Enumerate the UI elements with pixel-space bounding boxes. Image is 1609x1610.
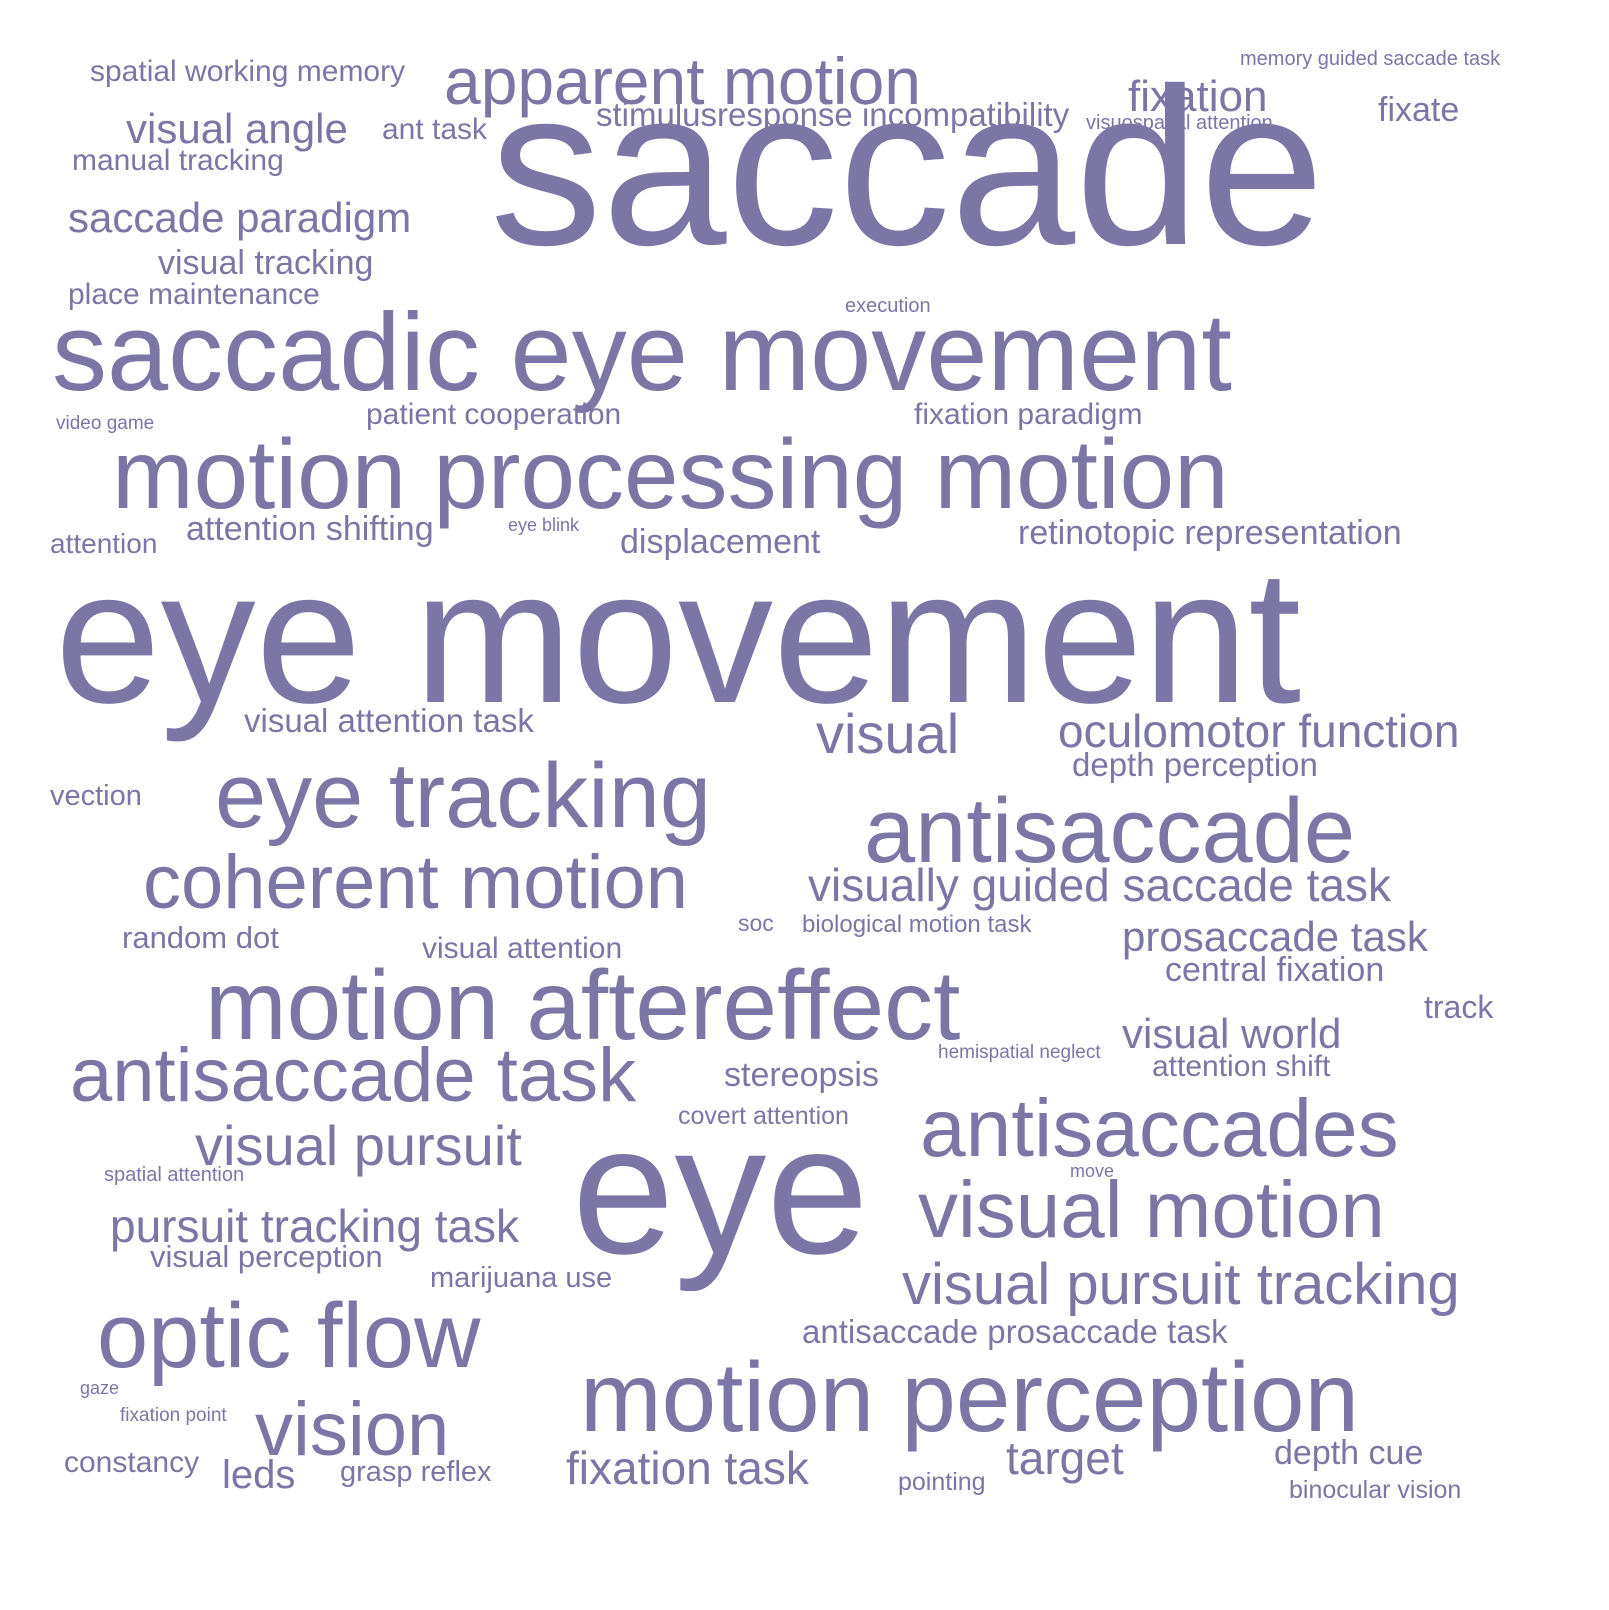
word-visuospatial-attention: visuospatial attention: [1086, 112, 1273, 134]
word-visual: visual: [816, 702, 960, 765]
word-ant-task: ant task: [382, 113, 488, 146]
word-patient-cooperation: patient cooperation: [366, 398, 622, 431]
word-covert-attention: covert attention: [678, 1102, 849, 1130]
word-spatial-working-memory: spatial working memory: [90, 55, 406, 88]
word-eye: eye: [572, 1086, 869, 1292]
word-antisaccade-prosaccade-task: antisaccade prosaccade task: [802, 1313, 1228, 1350]
word-visual-angle: visual angle: [126, 105, 348, 152]
word-fixate: fixate: [1378, 91, 1460, 129]
word-antisaccade-task: antisaccade task: [70, 1033, 637, 1118]
word-depth-perception: depth perception: [1072, 746, 1318, 783]
word-attention-shifting: attention shifting: [186, 510, 434, 548]
word-fixation-paradigm: fixation paradigm: [914, 398, 1143, 431]
word-hemispatial-neglect: hemispatial neglect: [938, 1042, 1101, 1063]
word-retinotopic-representation: retinotopic representation: [1018, 514, 1402, 552]
word-eye-blink: eye blink: [508, 515, 580, 535]
word-central-fixation: central fixation: [1165, 951, 1385, 989]
word-attention: attention: [50, 528, 158, 559]
word-video-game: video game: [56, 413, 155, 434]
word-random-dot: random dot: [122, 920, 279, 955]
word-soc: soc: [738, 910, 774, 936]
word-pursuit-tracking-task: pursuit tracking task: [110, 1200, 520, 1252]
word-biological-motion-task: biological motion task: [802, 911, 1032, 938]
word-visual-perception: visual perception: [150, 1239, 383, 1274]
word-visual-pursuit: visual pursuit: [195, 1114, 522, 1177]
word-stimulusresponse-incompatibility: stimulusresponse incompatibility: [596, 96, 1070, 133]
word-visual-attention-task: visual attention task: [244, 702, 534, 739]
word-apparent-motion: apparent motion: [444, 44, 921, 118]
word-visual-pursuit-tracking: visual pursuit tracking: [902, 1252, 1460, 1317]
word-marijuana-use: marijuana use: [430, 1262, 613, 1294]
word-spatial-attention: spatial attention: [104, 1164, 245, 1186]
word-motion-aftereffect: motion aftereffect: [205, 950, 961, 1060]
word-motion-perception: motion perception: [580, 1342, 1360, 1452]
word-antisaccade: antisaccade: [864, 780, 1355, 882]
word-prosaccade-task: prosaccade task: [1122, 913, 1428, 960]
word-optic-flow: optic flow: [97, 1285, 481, 1387]
word-vision: vision: [255, 1387, 450, 1472]
word-visual-motion: visual motion: [918, 1165, 1385, 1254]
word-oculomotor-function: oculomotor function: [1058, 705, 1460, 757]
word-eye-movement: eye movement: [55, 531, 1302, 743]
word-visual-tracking: visual tracking: [158, 244, 374, 282]
word-manual-tracking: manual tracking: [72, 144, 284, 177]
word-gaze: gaze: [80, 1378, 120, 1398]
word-execution: execution: [845, 295, 931, 317]
word-fixation-task: fixation task: [566, 1442, 809, 1494]
word-track: track: [1424, 989, 1494, 1025]
word-saccadic-eye-movement: saccadic eye movement: [52, 291, 1232, 414]
word-eye-tracking: eye tracking: [215, 745, 712, 847]
word-depth-cue: depth cue: [1274, 1434, 1424, 1472]
word-move: move: [1070, 1161, 1115, 1181]
word-leds: leds: [222, 1453, 296, 1497]
word-visual-attention: visual attention: [422, 932, 623, 965]
word-constancy: constancy: [64, 1446, 200, 1479]
word-vection: vection: [50, 780, 142, 812]
word-fixation-point: fixation point: [120, 1405, 227, 1426]
word-stereopsis: stereopsis: [724, 1056, 879, 1094]
word-memory-guided-saccade-task: memory guided saccade task: [1240, 48, 1501, 70]
word-grasp-reflex: grasp reflex: [340, 1456, 492, 1488]
word-coherent-motion: coherent motion: [143, 840, 688, 925]
word-fixation: fixation: [1128, 72, 1268, 121]
word-antisaccades: antisaccades: [920, 1083, 1399, 1174]
word-saccade-paradigm: saccade paradigm: [68, 194, 412, 241]
word-saccade: saccade: [490, 42, 1325, 292]
word-displacement: displacement: [620, 523, 821, 561]
word-motion-processing-motion: motion processing motion: [112, 419, 1229, 529]
word-visually-guided-saccade-task: visually guided saccade task: [808, 859, 1391, 911]
word-visual-world: visual world: [1122, 1010, 1342, 1057]
word-pointing: pointing: [898, 1468, 986, 1496]
word-binocular-vision: binocular vision: [1289, 1476, 1462, 1504]
word-place-maintenance: place maintenance: [68, 278, 320, 311]
word-target: target: [1006, 1432, 1124, 1484]
word-attention-shift: attention shift: [1152, 1050, 1331, 1083]
